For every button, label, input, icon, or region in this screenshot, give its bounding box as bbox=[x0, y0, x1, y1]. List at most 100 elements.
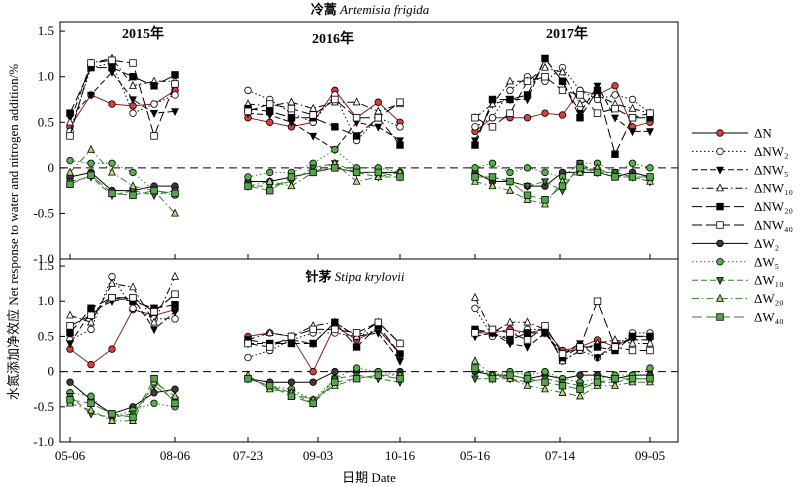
data-point bbox=[171, 301, 179, 309]
data-point bbox=[331, 367, 339, 376]
data-point bbox=[87, 325, 95, 334]
data-point bbox=[287, 104, 296, 113]
panel-title-latin: Artemisia frigida bbox=[339, 2, 430, 17]
data-point bbox=[374, 371, 382, 379]
data-point bbox=[523, 329, 532, 337]
y-tick-label: 0 bbox=[48, 364, 55, 379]
data-point bbox=[541, 72, 549, 81]
data-point bbox=[488, 95, 497, 104]
data-point bbox=[593, 354, 602, 363]
data-point bbox=[150, 399, 158, 407]
data-point bbox=[87, 91, 95, 100]
data-point bbox=[396, 137, 404, 146]
data-point bbox=[471, 123, 479, 131]
data-point bbox=[471, 114, 479, 122]
data-point bbox=[541, 62, 549, 71]
data-point bbox=[66, 156, 74, 165]
series-ΔNW₄₀ bbox=[66, 56, 179, 140]
series-ΔNW₄₀ bbox=[471, 297, 654, 358]
y-tick-label: 1.5 bbox=[38, 258, 54, 273]
series-line bbox=[474, 360, 650, 397]
data-point bbox=[150, 132, 158, 140]
data-point bbox=[506, 185, 514, 194]
data-point bbox=[309, 339, 317, 348]
data-point bbox=[150, 82, 158, 90]
data-point bbox=[129, 181, 137, 190]
data-point bbox=[66, 109, 74, 117]
legend-marker bbox=[716, 166, 724, 175]
panel-frame bbox=[59, 258, 679, 443]
data-point bbox=[593, 343, 602, 351]
legend-marker bbox=[716, 258, 724, 266]
data-point bbox=[287, 97, 296, 106]
legend-marker bbox=[716, 129, 724, 137]
panel-title-cn: 针茅 bbox=[305, 269, 335, 284]
series-line bbox=[69, 297, 176, 334]
series-ΔNW₂ bbox=[66, 59, 179, 136]
series-ΔW₄₀ bbox=[66, 374, 179, 422]
data-point bbox=[150, 317, 158, 326]
data-point bbox=[87, 59, 95, 67]
data-point bbox=[488, 325, 497, 334]
data-point bbox=[171, 391, 179, 400]
legend-label: ΔNW₂₀ bbox=[754, 199, 793, 214]
data-point bbox=[471, 356, 479, 365]
data-point bbox=[87, 392, 95, 400]
data-point bbox=[352, 329, 361, 337]
data-point bbox=[265, 328, 274, 337]
data-point bbox=[576, 164, 584, 172]
data-point bbox=[287, 173, 296, 181]
data-point bbox=[108, 100, 116, 108]
data-point bbox=[331, 164, 339, 172]
data-point bbox=[108, 345, 116, 353]
data-point bbox=[471, 364, 479, 372]
data-point bbox=[244, 339, 252, 348]
data-point bbox=[471, 173, 479, 181]
data-point bbox=[129, 294, 137, 302]
data-point bbox=[488, 159, 497, 167]
series-line bbox=[247, 89, 401, 142]
y-tick-label: -0.5 bbox=[33, 205, 54, 220]
legend-marker bbox=[716, 183, 724, 192]
data-point bbox=[593, 297, 602, 305]
data-point bbox=[108, 56, 116, 64]
data-point bbox=[309, 325, 317, 334]
data-point bbox=[352, 132, 361, 140]
data-point bbox=[129, 282, 137, 291]
data-point bbox=[171, 399, 179, 407]
data-point bbox=[628, 374, 637, 383]
data-point bbox=[171, 308, 179, 317]
data-point bbox=[331, 378, 339, 386]
series-line bbox=[69, 148, 176, 214]
data-point bbox=[265, 176, 274, 185]
data-point bbox=[352, 176, 361, 185]
data-point bbox=[396, 173, 404, 181]
data-point bbox=[506, 329, 514, 337]
year-label: 2015年 bbox=[122, 25, 164, 42]
y-tick-label: 0.5 bbox=[38, 114, 54, 129]
data-point bbox=[576, 99, 584, 108]
data-point bbox=[576, 391, 584, 400]
data-point bbox=[506, 371, 514, 379]
y-tick-label: -1.0 bbox=[33, 434, 54, 449]
data-point bbox=[396, 123, 404, 131]
x-tick-label: 09-03 bbox=[303, 448, 333, 463]
series-ΔN bbox=[66, 305, 179, 369]
x-tick-label: 07-23 bbox=[233, 448, 263, 463]
series-line bbox=[247, 108, 401, 146]
data-point bbox=[541, 378, 549, 386]
data-point bbox=[471, 176, 479, 185]
data-point bbox=[266, 107, 274, 116]
series-ΔW₄₀ bbox=[471, 164, 654, 204]
data-point bbox=[646, 332, 654, 341]
series-line bbox=[69, 67, 176, 114]
data-point bbox=[558, 182, 567, 190]
series-ΔW₁₀ bbox=[66, 382, 179, 423]
data-point bbox=[309, 367, 317, 376]
data-point bbox=[266, 381, 274, 390]
data-point bbox=[108, 416, 116, 424]
data-point bbox=[628, 95, 637, 104]
data-point bbox=[287, 332, 296, 341]
legend-label: ΔW₂ bbox=[754, 236, 779, 251]
data-point bbox=[541, 109, 549, 117]
